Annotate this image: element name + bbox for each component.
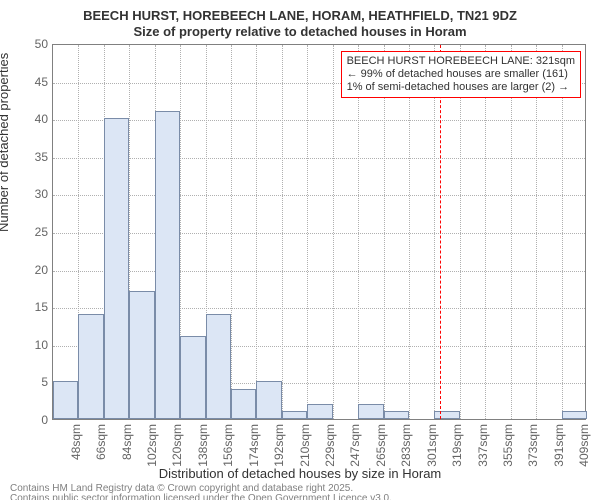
gridline-vertical [485, 45, 486, 419]
chart-title-line-2: Size of property relative to detached ho… [0, 24, 600, 39]
x-tick-label: 138sqm [196, 424, 210, 467]
x-tick-label: 283sqm [399, 424, 413, 467]
gridline-vertical [536, 45, 537, 419]
license-text: Contains HM Land Registry data © Crown c… [10, 484, 392, 500]
histogram-bar [358, 404, 383, 419]
histogram-bar [384, 411, 409, 419]
x-tick-label: 174sqm [247, 424, 261, 467]
y-tick-label: 30 [8, 187, 48, 201]
histogram-bar [256, 381, 281, 419]
y-tick-label: 45 [8, 75, 48, 89]
y-tick-label: 10 [8, 338, 48, 352]
histogram-bar [231, 389, 256, 419]
histogram-bar [104, 118, 129, 419]
gridline-horizontal [53, 158, 585, 159]
x-tick-label: 156sqm [221, 424, 235, 467]
gridline-vertical [256, 45, 257, 419]
gridline-horizontal [53, 271, 585, 272]
gridline-vertical [434, 45, 435, 419]
gridline-horizontal [53, 120, 585, 121]
chart-title-line-1: BEECH HURST, HOREBEECH LANE, HORAM, HEAT… [0, 8, 600, 23]
histogram-bar [129, 291, 154, 419]
x-tick-label: 265sqm [374, 424, 388, 467]
x-tick-label: 192sqm [272, 424, 286, 467]
x-tick-label: 391sqm [552, 424, 566, 467]
gridline-vertical [333, 45, 334, 419]
gridline-vertical [307, 45, 308, 419]
x-tick-label: 247sqm [348, 424, 362, 467]
histogram-bar [206, 314, 231, 419]
x-axis-title: Distribution of detached houses by size … [0, 466, 600, 481]
annotation-line: ← 99% of detached houses are smaller (16… [347, 68, 575, 81]
histogram-bar [155, 111, 180, 419]
x-tick-label: 409sqm [577, 424, 591, 467]
y-tick-label: 40 [8, 112, 48, 126]
license-line-2: Contains public sector information licen… [10, 494, 392, 500]
gridline-vertical [511, 45, 512, 419]
x-tick-label: 337sqm [476, 424, 490, 467]
x-tick-label: 120sqm [170, 424, 184, 467]
x-tick-label: 355sqm [501, 424, 515, 467]
histogram-bar [78, 314, 103, 419]
x-tick-label: 66sqm [94, 424, 108, 460]
histogram-bar [434, 411, 459, 419]
annotation-line: 1% of semi-detached houses are larger (2… [347, 81, 575, 94]
y-tick-label: 15 [8, 300, 48, 314]
histogram-bar [307, 404, 332, 419]
y-tick-label: 0 [8, 413, 48, 427]
x-tick-label: 301sqm [425, 424, 439, 467]
gridline-vertical [358, 45, 359, 419]
x-tick-label: 84sqm [120, 424, 134, 460]
gridline-vertical [231, 45, 232, 419]
histogram-bar [53, 381, 78, 419]
x-tick-label: 319sqm [450, 424, 464, 467]
gridline-vertical [282, 45, 283, 419]
gridline-vertical [409, 45, 410, 419]
histogram-bar [180, 336, 205, 419]
y-tick-label: 25 [8, 225, 48, 239]
y-tick-label: 35 [8, 150, 48, 164]
histogram-bar [282, 411, 307, 419]
y-tick-label: 50 [8, 37, 48, 51]
property-marker-line [440, 45, 441, 419]
gridline-vertical [384, 45, 385, 419]
histogram-bar [562, 411, 587, 419]
plot-area: BEECH HURST HOREBEECH LANE: 321sqm← 99% … [52, 44, 586, 420]
x-tick-label: 229sqm [323, 424, 337, 467]
x-tick-label: 102sqm [145, 424, 159, 467]
gridline-vertical [562, 45, 563, 419]
x-tick-label: 48sqm [69, 424, 83, 460]
gridline-horizontal [53, 195, 585, 196]
x-tick-label: 210sqm [298, 424, 312, 467]
y-tick-label: 5 [8, 375, 48, 389]
gridline-vertical [460, 45, 461, 419]
y-tick-label: 20 [8, 263, 48, 277]
gridline-horizontal [53, 233, 585, 234]
x-tick-label: 373sqm [526, 424, 540, 467]
annotation-box: BEECH HURST HOREBEECH LANE: 321sqm← 99% … [341, 51, 581, 98]
annotation-line: BEECH HURST HOREBEECH LANE: 321sqm [347, 55, 575, 68]
